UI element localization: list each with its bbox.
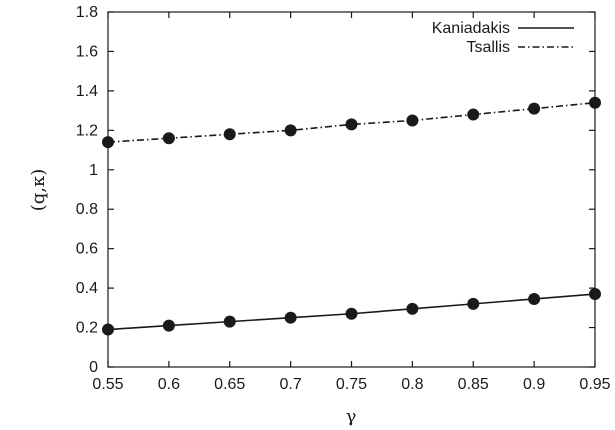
- y-tick-label: 1.4: [76, 83, 98, 100]
- data-point: [406, 302, 419, 315]
- data-point: [345, 118, 358, 131]
- data-point: [589, 96, 601, 109]
- x-tick-label: 0.8: [401, 376, 423, 393]
- data-point: [102, 136, 114, 149]
- legend-label: Kaniadakis: [432, 20, 510, 37]
- y-tick-label: 1.8: [76, 4, 98, 21]
- data-point: [528, 102, 541, 115]
- y-tick-label: 0: [89, 359, 98, 376]
- legend: Kaniadakis Tsallis: [432, 20, 574, 56]
- data-point: [223, 128, 236, 141]
- data-point: [102, 323, 114, 336]
- data-point: [284, 124, 297, 137]
- data-point: [406, 114, 419, 127]
- series-line: [107, 101, 596, 143]
- data-point: [467, 297, 480, 310]
- legend-label: Tsallis: [466, 39, 510, 56]
- data-point: [223, 315, 236, 328]
- x-tick-label: 0.6: [158, 376, 180, 393]
- y-axis-label: (q,κ): [28, 169, 49, 212]
- y-tick-label: 1: [89, 162, 98, 179]
- data-point: [528, 292, 541, 305]
- series-kaniadakis: [102, 288, 601, 336]
- y-tick-label: 0.6: [76, 241, 98, 258]
- data-point: [345, 307, 358, 320]
- x-axis-label: γ: [346, 406, 357, 427]
- data-point: [162, 319, 175, 332]
- x-tick-label: 0.55: [92, 376, 123, 393]
- x-tick-label: 0.7: [280, 376, 302, 393]
- series-tsallis: [102, 96, 601, 149]
- y-tick-label: 1.2: [76, 122, 98, 139]
- data-point: [162, 132, 175, 145]
- x-tick-label: 0.85: [458, 376, 489, 393]
- axis-ticks: 0.55 0.6 0.65 0.7 0.75 0.8 0.85 0.9 0.95 0 0.2 0.4 0…: [76, 4, 611, 393]
- x-tick-label: 0.95: [579, 376, 610, 393]
- x-tick-label: 0.9: [523, 376, 545, 393]
- y-tick-label: 0.8: [76, 201, 98, 218]
- data-point: [589, 288, 601, 301]
- series-layer: [102, 96, 601, 336]
- x-tick-label: 0.75: [336, 376, 367, 393]
- y-tick-label: 0.4: [76, 280, 98, 297]
- data-point: [284, 311, 297, 324]
- y-tick-label: 1.6: [76, 43, 98, 60]
- data-point: [467, 108, 480, 121]
- y-tick-label: 0.2: [76, 320, 98, 337]
- x-tick-label: 0.65: [214, 376, 245, 393]
